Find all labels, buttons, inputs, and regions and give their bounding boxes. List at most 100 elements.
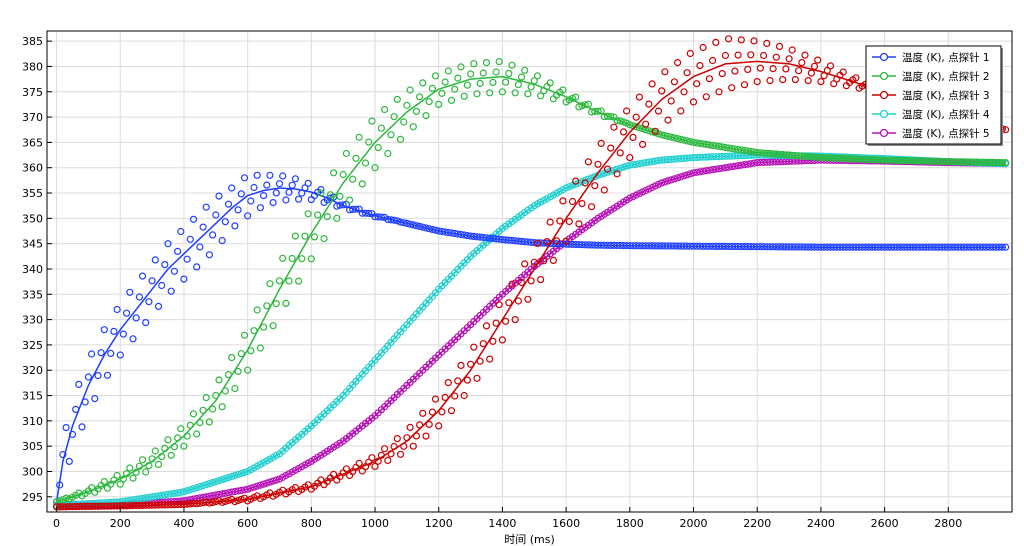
data-point — [603, 168, 612, 176]
data-point — [533, 239, 542, 247]
data-point — [400, 118, 408, 126]
y-tick-label: 345 — [22, 238, 43, 251]
y-tick-label: 305 — [22, 440, 43, 453]
data-point — [186, 486, 194, 494]
data-point — [224, 371, 233, 379]
data-point — [260, 323, 268, 331]
data-point — [406, 423, 414, 431]
data-point — [68, 430, 77, 438]
x-tick-label: 1200 — [425, 517, 453, 530]
data-point — [107, 349, 115, 357]
legend: 温度 (K), 点探针 1 温度 (K), 点探针 2 温度 (K), 点探针 3 温… — [865, 45, 1003, 146]
data-point — [215, 477, 223, 485]
data-point — [412, 107, 420, 116]
data-point — [199, 406, 207, 414]
data-point — [667, 97, 675, 105]
data-point — [384, 456, 392, 464]
data-point — [138, 456, 147, 464]
y-tick-label: 375 — [22, 86, 43, 99]
data-point — [587, 203, 596, 211]
data-point — [546, 79, 554, 87]
data-point — [272, 300, 280, 308]
legend-marker — [879, 90, 889, 100]
data-point — [323, 213, 331, 221]
data-point — [256, 481, 264, 489]
data-point — [559, 86, 567, 94]
data-point — [702, 93, 710, 101]
data-point — [56, 481, 64, 489]
data-point — [686, 138, 694, 146]
data-point — [744, 65, 752, 74]
data-point — [390, 113, 398, 121]
data-point — [562, 184, 570, 192]
data-point — [62, 424, 70, 432]
data-point — [788, 46, 796, 54]
data-point — [467, 70, 475, 78]
data-point — [240, 486, 249, 494]
data-point — [247, 347, 255, 355]
data-point — [479, 69, 487, 77]
data-point — [495, 301, 503, 309]
data-point — [355, 133, 363, 141]
data-point — [110, 327, 118, 335]
data-point — [282, 196, 290, 204]
data-point — [275, 180, 284, 188]
data-point — [435, 100, 443, 109]
data-point — [228, 354, 236, 362]
data-point — [775, 42, 784, 51]
data-point — [740, 81, 749, 89]
data-point — [419, 223, 427, 231]
data-point — [457, 361, 465, 369]
data-point — [626, 154, 634, 162]
data-point — [317, 189, 325, 197]
data-point — [648, 80, 656, 88]
data-point — [527, 277, 535, 285]
data-point — [597, 170, 605, 178]
data-point — [100, 478, 108, 486]
data-point — [572, 180, 580, 188]
data-point — [798, 58, 806, 67]
data-point — [705, 75, 714, 83]
data-point — [769, 64, 777, 73]
x-tick-label: 1000 — [361, 517, 389, 530]
data-point — [536, 92, 545, 100]
data-point — [642, 120, 650, 128]
data-point — [613, 165, 621, 173]
data-point — [174, 434, 182, 442]
data-point — [349, 175, 357, 183]
data-point — [151, 256, 159, 264]
data-point — [756, 64, 765, 72]
x-tick-label: 2000 — [680, 517, 708, 530]
data-point — [145, 298, 153, 306]
data-point — [619, 118, 628, 126]
data-point — [358, 180, 366, 188]
data-point — [368, 117, 376, 125]
data-point — [237, 469, 245, 478]
data-point — [240, 174, 249, 182]
legend-entry: 温度 (K), 点探针 1 — [902, 51, 990, 64]
data-point — [199, 223, 207, 231]
x-tick-label: 200 — [110, 517, 131, 530]
data-point — [282, 299, 290, 307]
data-point — [183, 432, 191, 440]
data-point — [158, 453, 166, 461]
data-point — [514, 297, 523, 305]
data-point — [247, 197, 255, 205]
data-point — [371, 462, 379, 470]
data-point — [129, 474, 137, 482]
data-point — [514, 80, 523, 89]
data-point — [393, 435, 401, 443]
series-line — [56, 159, 1006, 508]
data-point — [221, 387, 229, 395]
data-point — [530, 77, 538, 85]
data-point — [451, 392, 459, 400]
data-point — [94, 372, 102, 380]
x-tick-label: 2600 — [871, 517, 899, 530]
data-point — [451, 85, 459, 93]
data-point — [594, 160, 602, 168]
data-point — [205, 251, 213, 259]
y-tick-label: 295 — [22, 491, 43, 504]
data-point — [651, 127, 659, 135]
data-point — [295, 277, 303, 285]
data-point — [505, 69, 513, 78]
